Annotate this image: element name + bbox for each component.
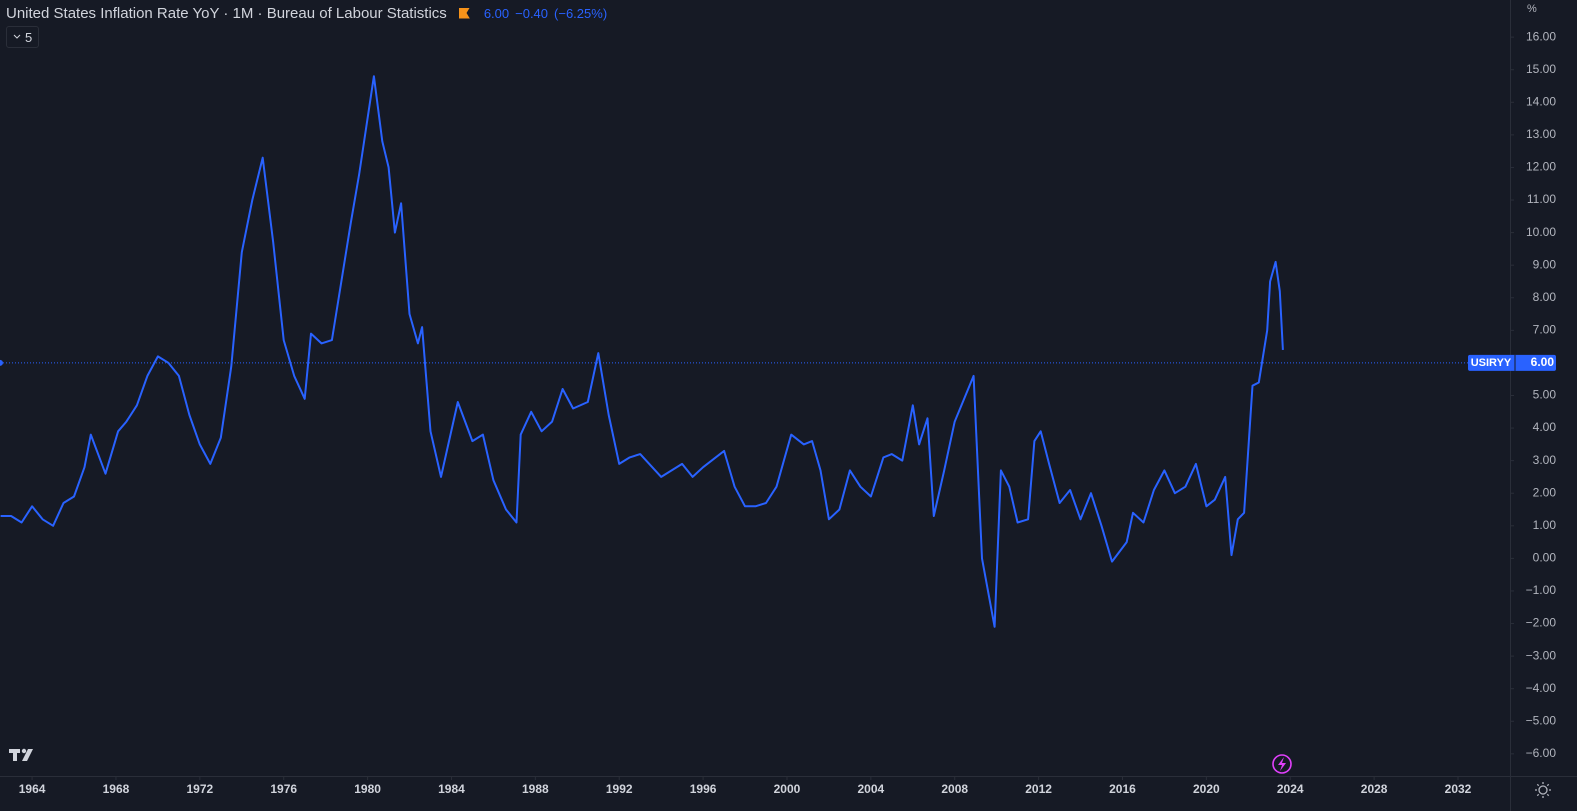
y-tick-label: 13.00: [1526, 127, 1556, 141]
y-tick-label: 14.00: [1526, 94, 1556, 108]
unit-label: %: [1527, 3, 1537, 15]
change-percent: (−6.25%): [554, 5, 608, 21]
flag-icon[interactable]: [458, 7, 470, 19]
lightning-icon[interactable]: [1272, 754, 1292, 774]
x-tick-label: 2000: [774, 782, 801, 796]
y-tick-label: 9.00: [1533, 257, 1557, 271]
collapse-button[interactable]: 5: [6, 26, 40, 48]
x-tick-label: 2016: [1109, 782, 1136, 796]
x-tick-label: 1992: [606, 782, 633, 796]
y-tick-label: −1.00: [1526, 583, 1557, 597]
price-line-name: USIRYY: [1471, 357, 1512, 369]
y-tick-label: 2.00: [1533, 485, 1557, 499]
x-tick-label: 1980: [354, 782, 381, 796]
y-tick-label: 5.00: [1533, 388, 1557, 402]
y-tick-label: −2.00: [1526, 616, 1557, 630]
y-tick-label: 7.00: [1533, 323, 1557, 337]
x-tick-label: 1996: [690, 782, 717, 796]
price-line-value: 6.00: [1531, 355, 1555, 369]
x-tick-label: 2024: [1277, 782, 1304, 796]
x-tick-label: 1968: [103, 782, 130, 796]
x-tick-label: 1976: [270, 782, 297, 796]
price-label-box: [1468, 354, 1556, 371]
x-tick-label: 1984: [438, 782, 465, 796]
change: −0.40: [515, 5, 549, 21]
y-tick-label: 4.00: [1533, 420, 1557, 434]
indicator-count: 5: [25, 29, 33, 45]
x-tick-label: 2012: [1025, 782, 1052, 796]
chevron: [13, 34, 21, 39]
y-tick-label: 3.00: [1533, 453, 1557, 467]
x-tick-label: 2028: [1361, 782, 1388, 796]
x-tick-label: 2008: [941, 782, 968, 796]
legend-header: United States Inflation Rate YoY · 1M · …: [6, 3, 607, 23]
y-tick-label: 0.00: [1533, 551, 1557, 565]
x-tick-label: 1988: [522, 782, 549, 796]
series-title: United States Inflation Rate YoY · 1M · …: [6, 4, 447, 22]
last-point: [0, 359, 3, 366]
settings-icon[interactable]: [1535, 782, 1551, 798]
x-tick-label: 2004: [858, 782, 885, 796]
y-tick-label: 12.00: [1526, 160, 1556, 174]
x-tick-label: 1972: [186, 782, 213, 796]
tv-logo: [9, 748, 33, 761]
y-tick-label: 15.00: [1526, 62, 1556, 76]
y-tick-label: −3.00: [1526, 648, 1557, 662]
y-tick-label: 8.00: [1533, 290, 1557, 304]
y-tick-label: 11.00: [1527, 192, 1556, 206]
x-tick-label: 2032: [1445, 782, 1472, 796]
last-value: 6.00: [483, 5, 510, 21]
y-tick-label: 10.00: [1526, 225, 1556, 239]
y-tick-label: −4.00: [1526, 681, 1557, 695]
y-tick-label: 1.00: [1533, 518, 1557, 532]
y-tick-label: −6.00: [1526, 746, 1557, 760]
y-tick-label: 16.00: [1526, 29, 1556, 43]
y-tick-label: −5.00: [1526, 713, 1557, 727]
x-tick-label: 2020: [1193, 782, 1220, 796]
x-tick-label: 1964: [19, 782, 46, 796]
series-line: [0, 75, 1284, 628]
